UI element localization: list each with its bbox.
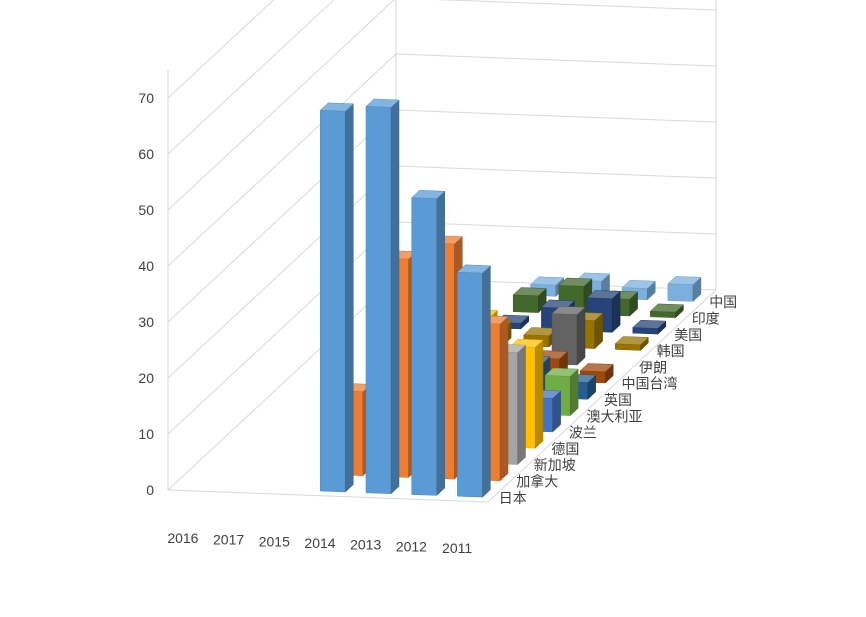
bar-top xyxy=(586,290,621,299)
country-label: 中国台湾 xyxy=(622,376,678,392)
bar-front xyxy=(365,106,392,494)
country-label: 日本 xyxy=(499,490,527,506)
bar-top xyxy=(319,102,354,112)
bar-side xyxy=(569,368,579,417)
bar-side xyxy=(482,265,491,498)
country-label: 韩国 xyxy=(657,343,685,359)
y-tick-label: 10 xyxy=(138,426,154,442)
bar-side xyxy=(390,99,400,495)
year-label: 2016 xyxy=(167,530,198,546)
year-label: 2013 xyxy=(350,537,381,553)
gridline-70 xyxy=(167,0,275,99)
country-label: 伊朗 xyxy=(639,359,667,375)
bar-德国-2011 xyxy=(614,336,649,351)
bar-top xyxy=(544,367,579,377)
y-tick-label: 50 xyxy=(138,202,154,218)
bar-front xyxy=(320,109,346,493)
y-tick-label: 20 xyxy=(138,370,154,386)
y-axis-ticks: 0 10 20 30 40 50 60 70 xyxy=(138,90,154,498)
gridlines xyxy=(167,0,717,503)
bar-中国-2011 xyxy=(456,264,492,498)
country-label: 加拿大 xyxy=(516,474,558,490)
bar-front xyxy=(411,197,438,496)
bar-front xyxy=(512,294,539,313)
y-tick-label: 70 xyxy=(138,90,154,106)
country-label: 澳大利亚 xyxy=(587,408,643,424)
bar-side xyxy=(499,316,509,482)
year-label: 2014 xyxy=(304,535,335,551)
bar-日本-2011 xyxy=(667,276,702,302)
bar-front xyxy=(457,271,483,498)
country-label: 波兰 xyxy=(569,425,597,441)
country-label: 德国 xyxy=(551,441,579,457)
year-label: 2012 xyxy=(396,538,427,554)
bar-top xyxy=(649,303,685,313)
bar-top xyxy=(456,264,492,274)
bar-top xyxy=(558,277,593,287)
country-label: 印度 xyxy=(692,311,720,327)
gridline-50 xyxy=(167,0,717,211)
bar-side xyxy=(436,190,445,496)
bar-top xyxy=(621,279,656,289)
year-label: 2017 xyxy=(213,532,244,548)
gridline-60 xyxy=(167,0,335,155)
bar-top xyxy=(551,306,586,315)
country-label: 美国 xyxy=(674,327,702,343)
bar-top xyxy=(512,287,547,297)
floor-edge xyxy=(167,289,717,503)
bar-front xyxy=(667,283,694,302)
year-label: 2015 xyxy=(259,533,290,549)
bar-top xyxy=(667,276,702,285)
bar-top xyxy=(411,190,446,199)
y-tick-label: 0 xyxy=(146,482,154,498)
bar-加拿大-2014 xyxy=(512,287,547,314)
bar-中国-2012 xyxy=(411,190,446,496)
bar-side xyxy=(576,306,586,366)
y-tick-label: 40 xyxy=(138,258,154,274)
bar-top xyxy=(632,319,667,329)
bar-中国-2014 xyxy=(319,102,354,493)
country-label: 新加坡 xyxy=(534,457,576,473)
y-tick-label: 60 xyxy=(138,146,154,162)
bars xyxy=(319,98,702,498)
year-label: 2011 xyxy=(442,540,472,556)
bar-top xyxy=(579,363,614,373)
country-label: 中国 xyxy=(709,294,737,310)
bar-中国-2013 xyxy=(365,98,400,495)
bar-新加坡-2011 xyxy=(632,319,667,335)
bar-加拿大-2011 xyxy=(649,303,685,319)
y-tick-label: 30 xyxy=(138,314,154,330)
bar-side xyxy=(517,344,526,466)
year-axis-labels: 2016 2017 2015 2014 2013 2012 2011 xyxy=(167,530,472,556)
country-label: 英国 xyxy=(604,392,632,408)
bar-top xyxy=(614,336,649,346)
bar-side xyxy=(345,103,354,493)
bar-top xyxy=(530,276,565,286)
bar-side xyxy=(534,339,544,449)
bar-top xyxy=(365,98,400,108)
